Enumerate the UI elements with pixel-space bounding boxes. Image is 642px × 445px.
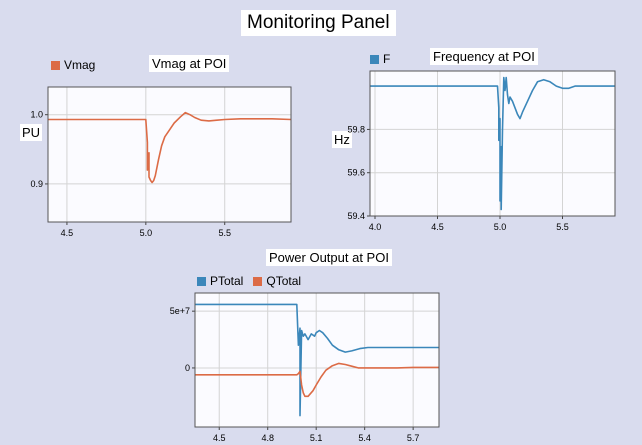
power-x-tick-label: 4.8 bbox=[261, 433, 274, 443]
power-series-ptotal bbox=[195, 303, 439, 417]
vmag-y-tick-label: 1.0 bbox=[30, 110, 43, 120]
vmag-y-label: PU bbox=[20, 124, 43, 141]
power-y-tick-label: 5e+7 bbox=[170, 306, 190, 316]
freq-x-tick-label: 5.0 bbox=[494, 222, 507, 232]
freq-x-tick-label: 4.5 bbox=[431, 222, 444, 232]
vmag-x-tick-label: 5.0 bbox=[140, 228, 153, 238]
freq-plot-frame bbox=[369, 70, 616, 217]
freq-series-f bbox=[370, 76, 615, 211]
freq-y-tick-label: 59.6 bbox=[347, 168, 365, 178]
ptotal-legend-label: PTotal bbox=[210, 274, 244, 288]
power-x-tick-label: 4.5 bbox=[213, 433, 226, 443]
power-plot-frame bbox=[194, 292, 440, 428]
power-y-tick-label: 0 bbox=[185, 363, 190, 373]
power-plot-area bbox=[195, 293, 439, 427]
vmag-chart: 4.5 5.0 5.5 0.9 1.0 bbox=[30, 86, 292, 238]
vmag-y-tick-label: 0.9 bbox=[30, 179, 43, 189]
freq-x-tick-label: 4.0 bbox=[369, 222, 382, 232]
freq-x-tick-label: 5.5 bbox=[556, 222, 569, 232]
vmag-plot-frame bbox=[47, 86, 292, 223]
power-chart: 4.5 4.8 5.1 5.4 5.7 0 5e+7 bbox=[170, 292, 440, 443]
qtotal-legend-swatch bbox=[253, 276, 263, 286]
freq-plot-area bbox=[370, 71, 615, 216]
vmag-chart-title: Vmag at POI bbox=[149, 55, 230, 72]
qtotal-legend-item: QTotal bbox=[253, 274, 301, 288]
power-x-tick-label: 5.1 bbox=[310, 433, 323, 443]
vmag-legend-swatch bbox=[51, 60, 60, 70]
freq-legend-swatch bbox=[370, 54, 379, 64]
freq-y-tick-label: 59.4 bbox=[347, 211, 365, 221]
panel-title: Monitoring Panel bbox=[241, 10, 396, 36]
vmag-legend-label: Vmag bbox=[64, 58, 96, 72]
freq-legend: F bbox=[370, 52, 390, 66]
freq-y-tick-label: 59.8 bbox=[347, 124, 365, 134]
power-x-tick-label: 5.7 bbox=[407, 433, 420, 443]
freq-chart-title: Frequency at POI bbox=[430, 48, 538, 65]
power-chart-title: Power Output at POI bbox=[266, 249, 392, 266]
vmag-series-vmag bbox=[48, 111, 292, 184]
vmag-plot-area bbox=[48, 87, 291, 222]
ptotal-legend-item: PTotal bbox=[197, 274, 243, 288]
qtotal-legend-label: QTotal bbox=[266, 274, 302, 288]
freq-chart: 4.0 4.5 5.0 5.5 59.4 59.6 59.8 bbox=[347, 70, 616, 232]
power-legend: PTotal QTotal bbox=[197, 274, 307, 288]
freq-legend-label: F bbox=[383, 52, 391, 66]
vmag-x-tick-label: 4.5 bbox=[61, 228, 74, 238]
vmag-legend: Vmag bbox=[51, 58, 95, 72]
power-series-qtotal bbox=[195, 362, 439, 398]
freq-y-label: Hz bbox=[332, 131, 352, 148]
vmag-x-tick-label: 5.5 bbox=[218, 228, 231, 238]
power-x-tick-label: 5.4 bbox=[358, 433, 371, 443]
ptotal-legend-swatch bbox=[197, 276, 206, 286]
